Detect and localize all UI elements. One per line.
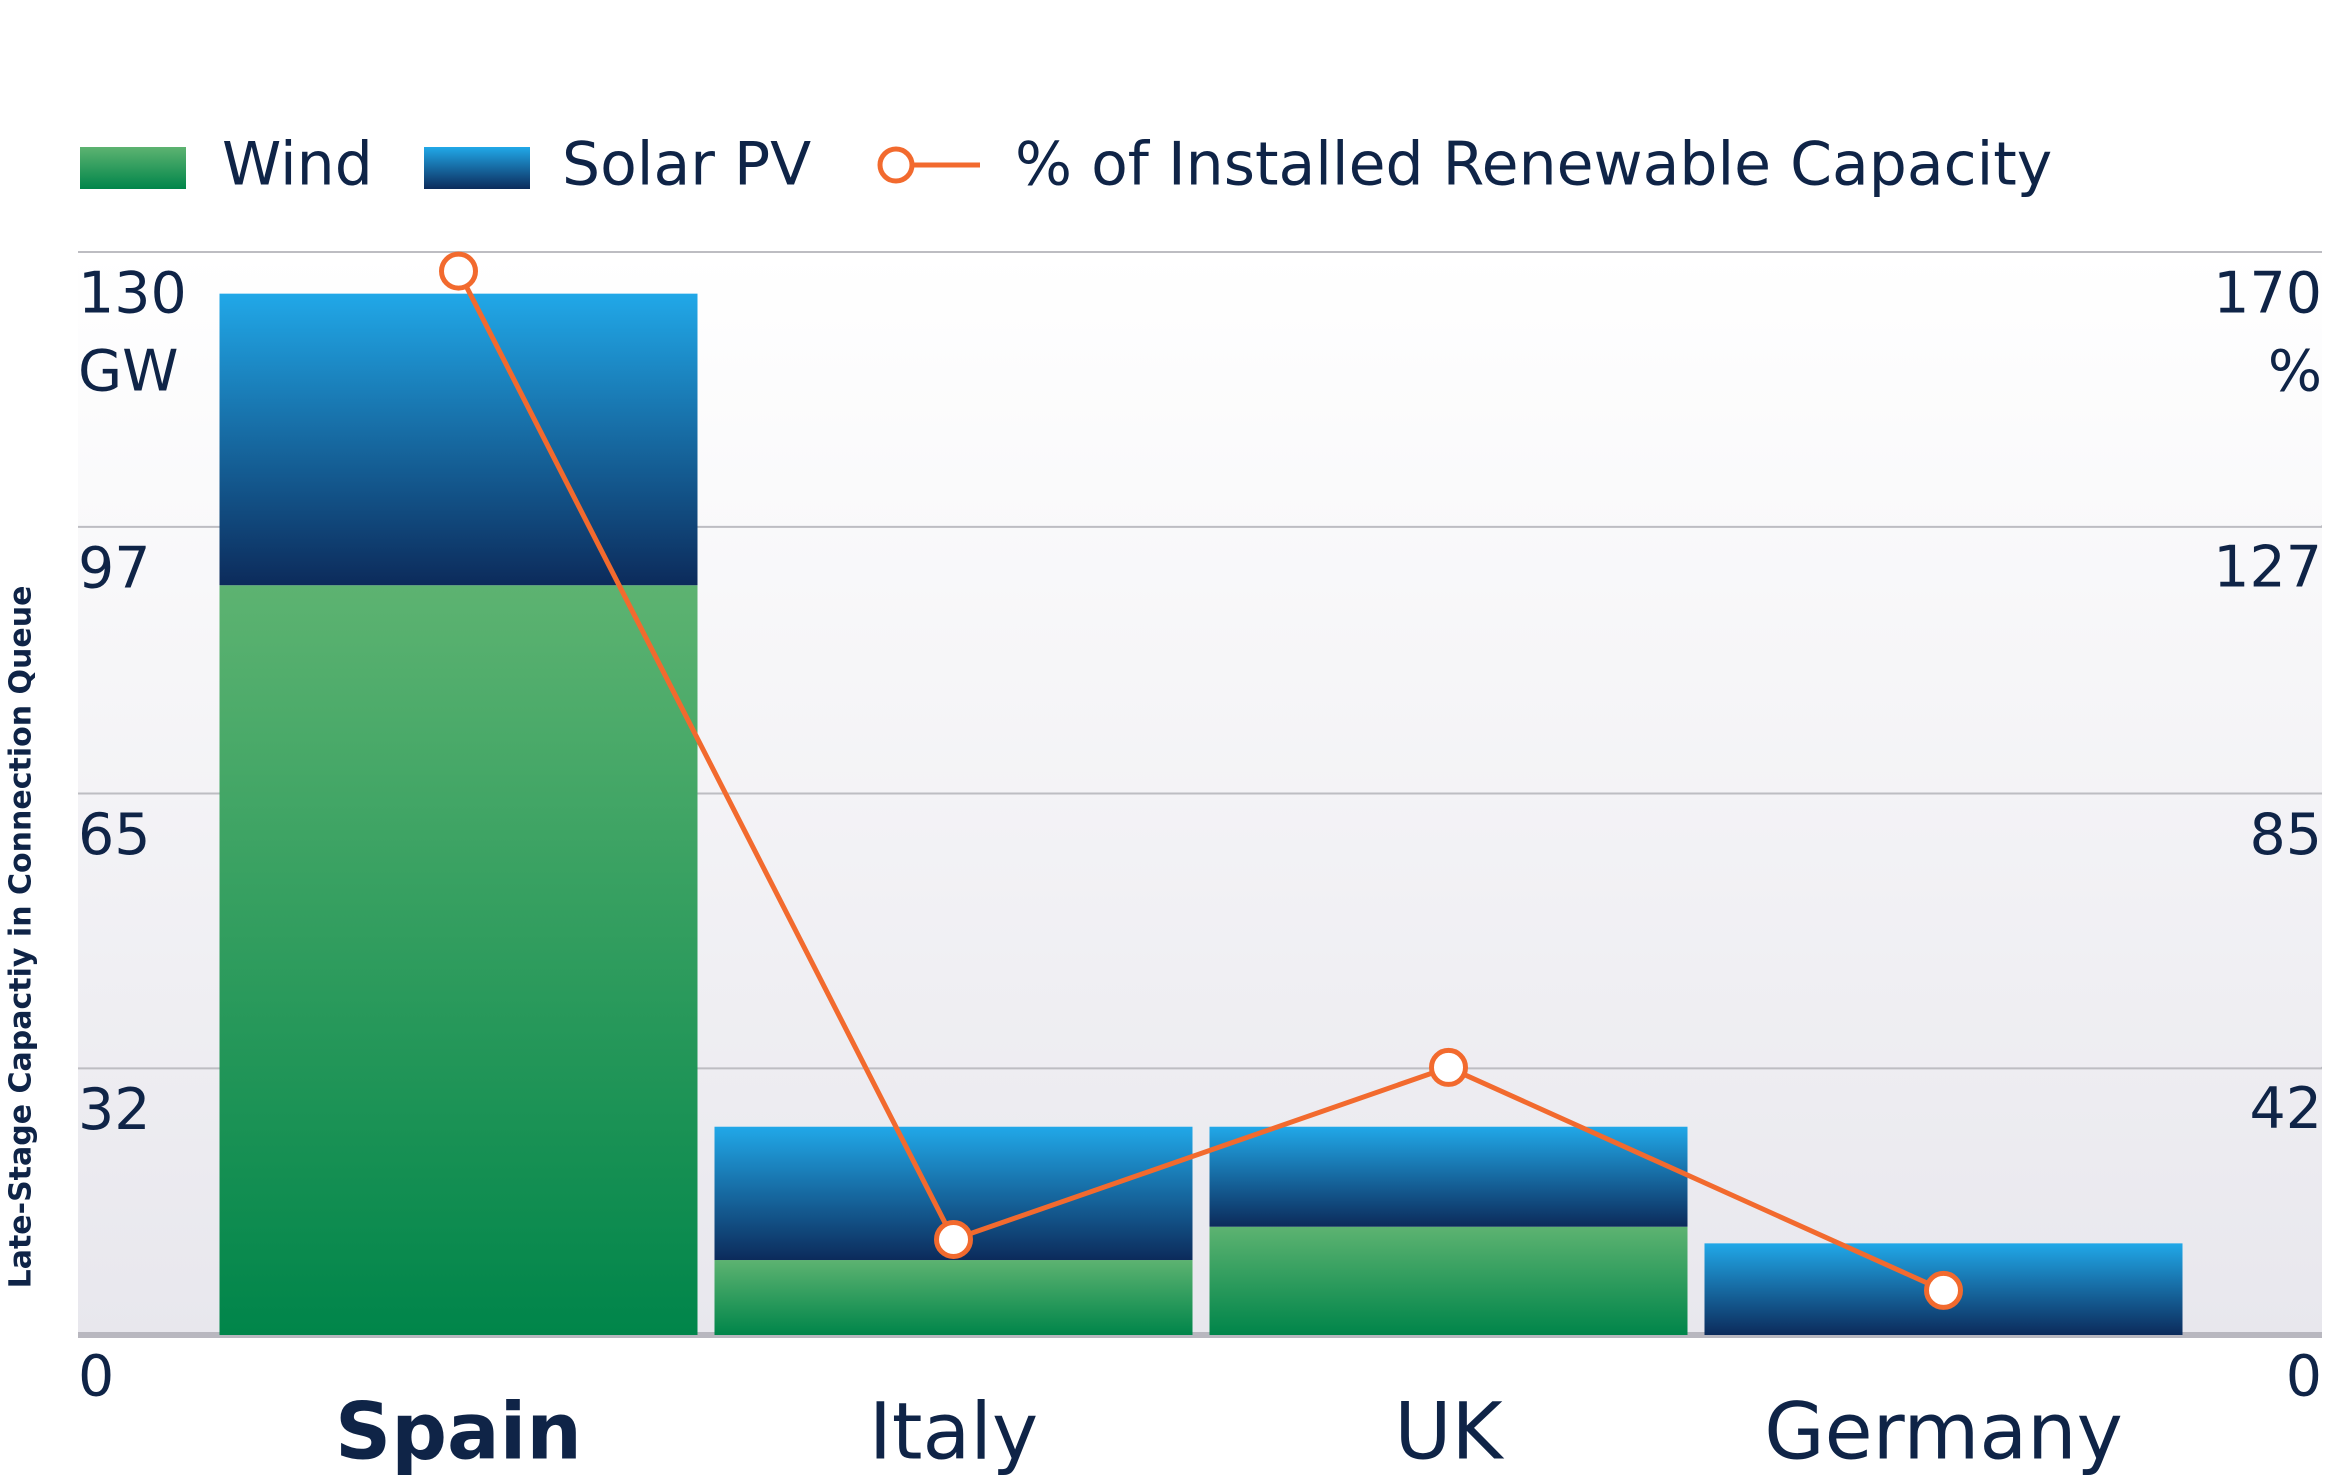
x-tick-label: Spain: [335, 1387, 582, 1477]
legend-swatch: [80, 147, 186, 189]
x-tick-label: Italy: [869, 1387, 1038, 1477]
line-point: [1924, 1270, 1963, 1310]
line-series: [456, 269, 1945, 1293]
y-tick-label: 0: [78, 1344, 114, 1410]
legend-label: Wind: [222, 130, 373, 200]
legend-marker: [877, 146, 915, 184]
bar-segment: [714, 1260, 1193, 1335]
y2-tick-label: 85: [2249, 802, 2322, 868]
legend-swatch: [424, 147, 530, 189]
y-tick-label: 65: [78, 802, 151, 868]
line-point: [439, 251, 478, 291]
y-tick-label: 130: [78, 261, 187, 327]
y2-tick-label: 0: [2286, 1344, 2322, 1410]
bar-segment: [219, 585, 698, 1335]
y2-tick-label: 170: [2213, 261, 2322, 327]
bar-segment: [1209, 1126, 1688, 1227]
y-axis-unit: GW: [78, 339, 179, 405]
y-axis-title: Late-Stage Capactiy in Connection Queue: [4, 586, 39, 1289]
y2-tick-label: 42: [2249, 1076, 2322, 1142]
y2-axis-unit: %: [2268, 339, 2322, 405]
y-tick-label: 32: [78, 1077, 151, 1143]
line-point: [934, 1219, 973, 1259]
y2-tick-label: 127: [2213, 535, 2322, 601]
legend-label: Solar PV: [562, 130, 811, 200]
x-tick-label: Germany: [1764, 1387, 2123, 1477]
y-tick-label: 97: [78, 536, 151, 602]
legend-label: % of Installed Renewable Capacity: [1015, 130, 2052, 200]
bar-segment: [1209, 1226, 1688, 1335]
line-point: [1429, 1047, 1468, 1087]
x-tick-label: UK: [1394, 1387, 1504, 1477]
bar-segment: [219, 293, 698, 586]
